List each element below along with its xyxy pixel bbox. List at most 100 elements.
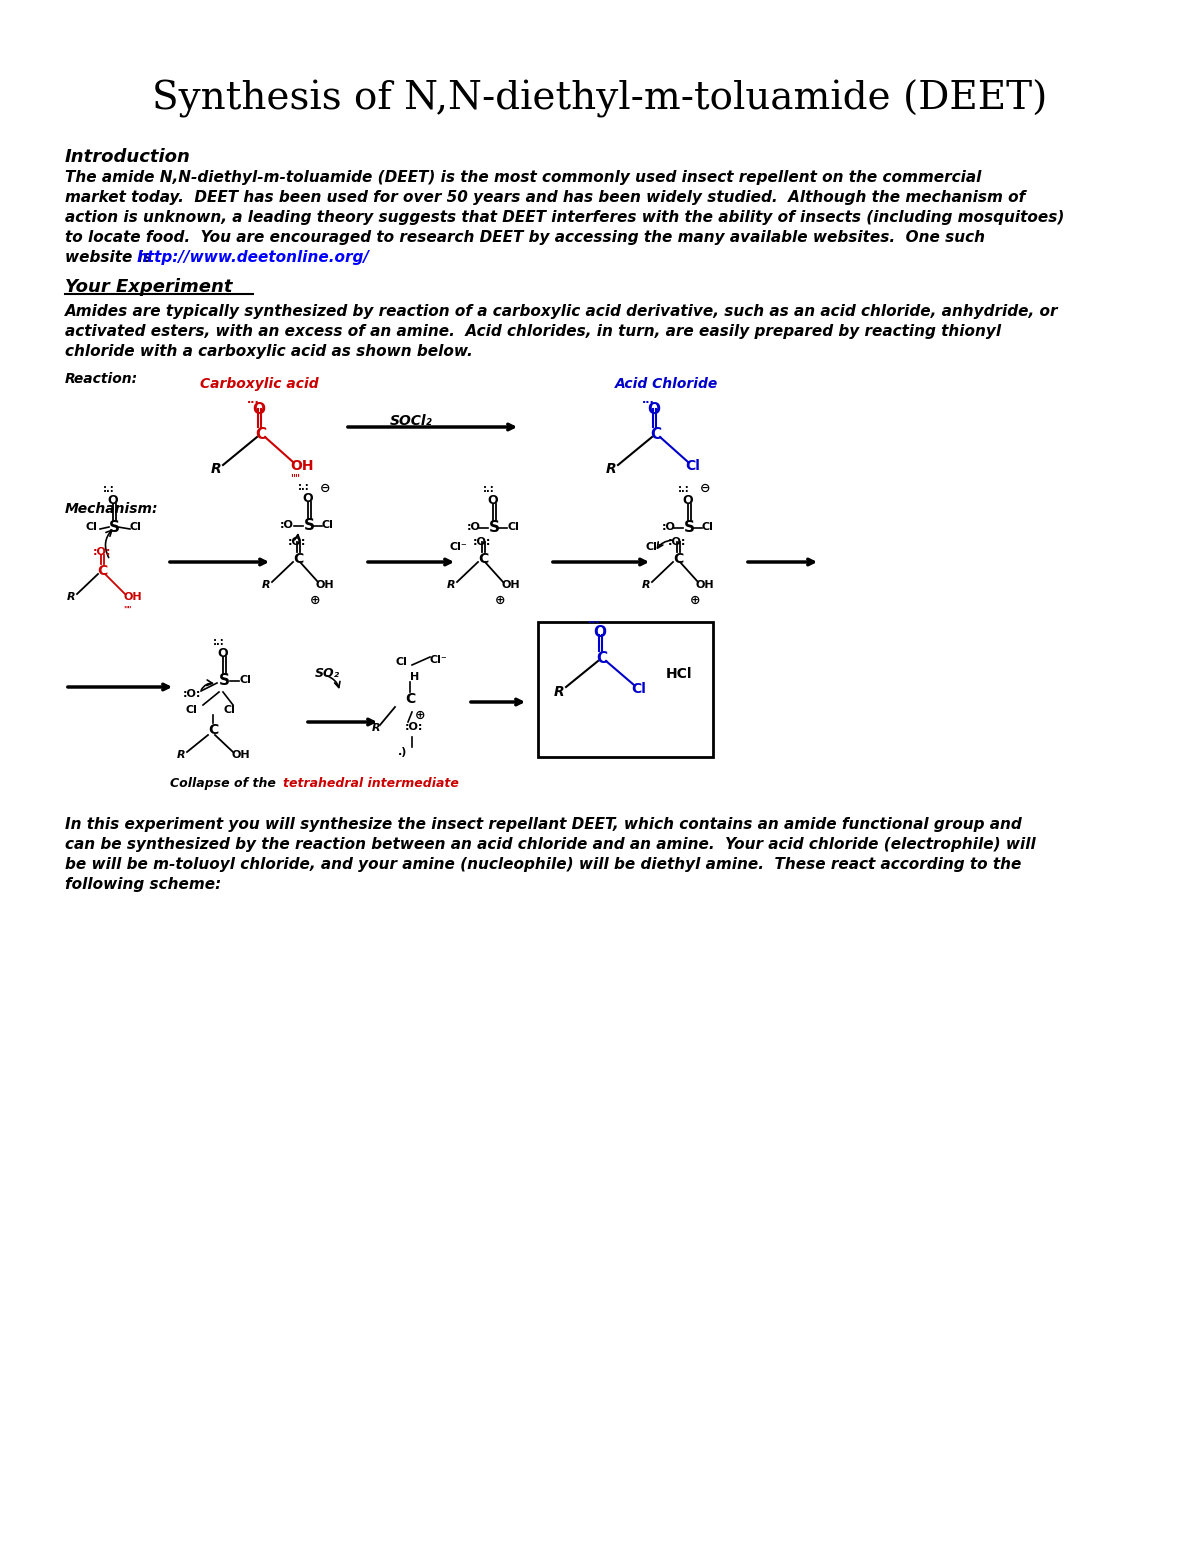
Bar <box>538 623 713 756</box>
Text: :.:: :.: <box>482 485 494 494</box>
Text: O: O <box>682 494 692 506</box>
Text: Collapse of the: Collapse of the <box>170 776 281 790</box>
Text: :O:: :O: <box>668 537 686 547</box>
Text: O: O <box>107 494 118 506</box>
Text: R: R <box>178 750 186 759</box>
Text: activated esters, with an excess of an amine.  Acid chlorides, in turn, are easi: activated esters, with an excess of an a… <box>65 325 1001 339</box>
Text: Cl: Cl <box>130 522 142 533</box>
Text: Amides are typically synthesized by reaction of a carboxylic acid derivative, su: Amides are typically synthesized by reac… <box>65 304 1058 318</box>
Text: OH: OH <box>316 579 335 590</box>
Text: ⊕: ⊕ <box>496 593 505 607</box>
Text: H: H <box>410 672 419 682</box>
Text: Cl: Cl <box>322 520 334 530</box>
Text: :O:: :O: <box>473 537 491 547</box>
Text: C: C <box>650 427 661 443</box>
Text: .): .) <box>398 747 407 756</box>
Text: Cl: Cl <box>185 705 197 714</box>
Text: "": "" <box>124 606 132 615</box>
Text: Cl: Cl <box>685 460 700 474</box>
Text: to locate food.  You are encouraged to research DEET by accessing the many avail: to locate food. You are encouraged to re… <box>65 230 985 245</box>
Text: Cl⁻: Cl⁻ <box>646 542 662 551</box>
Text: In this experiment you will synthesize the insect repellant DEET, which contains: In this experiment you will synthesize t… <box>65 817 1021 832</box>
Text: following scheme:: following scheme: <box>65 877 221 891</box>
Text: Cl⁻: Cl⁻ <box>430 655 448 665</box>
Text: :.:: :.: <box>214 637 224 648</box>
Text: C: C <box>208 724 218 738</box>
Text: O: O <box>217 648 228 660</box>
Text: Introduction: Introduction <box>65 148 191 166</box>
Text: R: R <box>67 592 76 603</box>
Text: ...: ... <box>588 615 601 624</box>
Text: HCl: HCl <box>666 666 692 682</box>
Text: Cl: Cl <box>239 676 251 685</box>
Text: C: C <box>596 651 607 666</box>
Text: OH: OH <box>502 579 520 590</box>
Text: :O:: :O: <box>406 722 424 731</box>
Text: O: O <box>593 624 606 640</box>
Text: ⊕: ⊕ <box>690 593 701 607</box>
Text: R: R <box>554 685 565 699</box>
Text: O: O <box>647 402 660 418</box>
Text: :.:: :.: <box>678 485 690 494</box>
Text: Acid Chloride: Acid Chloride <box>616 377 719 391</box>
Text: :O: :O <box>662 522 676 533</box>
Text: O: O <box>487 494 498 506</box>
Text: The amide N,N-diethyl-m-toluamide (DEET) is the most commonly used insect repell: The amide N,N-diethyl-m-toluamide (DEET)… <box>65 169 982 185</box>
Text: R: R <box>446 579 456 590</box>
Text: S: S <box>490 520 500 534</box>
Text: ...: ... <box>247 394 259 405</box>
Text: ⊕: ⊕ <box>310 593 320 607</box>
Text: C: C <box>673 551 683 565</box>
Text: SO₂: SO₂ <box>314 666 340 680</box>
Text: Cl⁻: Cl⁻ <box>450 542 468 551</box>
Text: ⊖: ⊖ <box>320 481 330 495</box>
Text: O: O <box>252 402 265 418</box>
Text: http://www.deetonline.org/: http://www.deetonline.org/ <box>137 250 370 266</box>
Text: :.:: :.: <box>298 481 310 492</box>
Text: R: R <box>606 461 617 477</box>
Text: "": "" <box>290 474 300 483</box>
Text: can be synthesized by the reaction between an acid chloride and an amine.  Your : can be synthesized by the reaction betwe… <box>65 837 1036 853</box>
Text: S: S <box>304 519 314 533</box>
Text: :.:: :.: <box>103 485 115 494</box>
Text: market today.  DEET has been used for over 50 years and has been widely studied.: market today. DEET has been used for ove… <box>65 189 1025 205</box>
Text: Cl: Cl <box>85 522 97 533</box>
Text: Synthesis of N,N-diethyl-m-toluamide (DEET): Synthesis of N,N-diethyl-m-toluamide (DE… <box>152 81 1048 118</box>
Text: :O: :O <box>280 520 294 530</box>
Text: Cl: Cl <box>395 657 407 666</box>
Text: tetrahedral intermediate: tetrahedral intermediate <box>283 776 458 790</box>
Text: C: C <box>478 551 488 565</box>
Text: SOCl₂: SOCl₂ <box>390 415 433 429</box>
Text: OH: OH <box>696 579 715 590</box>
Text: C: C <box>406 693 415 707</box>
Text: chloride with a carboxylic acid as shown below.: chloride with a carboxylic acid as shown… <box>65 345 473 359</box>
Text: S: S <box>220 672 230 688</box>
Text: Your Experiment: Your Experiment <box>65 278 233 297</box>
Text: C: C <box>97 564 107 578</box>
Text: Reaction:: Reaction: <box>65 373 138 387</box>
Text: be will be m-toluoyl chloride, and your amine (nucleophile) will be diethyl amin: be will be m-toluoyl chloride, and your … <box>65 857 1021 871</box>
Text: S: S <box>109 520 120 534</box>
Text: S: S <box>684 520 695 534</box>
Text: Cl: Cl <box>508 522 518 533</box>
Text: Carboxylic acid: Carboxylic acid <box>200 377 319 391</box>
Text: website is: website is <box>65 250 157 266</box>
Text: OH: OH <box>230 750 250 759</box>
Text: R: R <box>211 461 222 477</box>
Text: Cl: Cl <box>631 682 646 696</box>
Text: OH: OH <box>124 592 142 603</box>
Text: C: C <box>256 427 266 443</box>
Text: R: R <box>262 579 271 590</box>
Text: :O:: :O: <box>182 690 202 699</box>
Text: OH: OH <box>290 460 313 474</box>
Text: Cl: Cl <box>223 705 235 714</box>
Text: R: R <box>372 724 380 733</box>
Text: ...: ... <box>642 394 655 405</box>
Text: Cl: Cl <box>702 522 714 533</box>
Text: action is unknown, a leading theory suggests that DEET interferes with the abili: action is unknown, a leading theory sugg… <box>65 210 1064 225</box>
Text: ⊕: ⊕ <box>415 710 426 722</box>
Text: :O: :O <box>467 522 481 533</box>
Text: R: R <box>642 579 650 590</box>
Text: :O:: :O: <box>94 547 112 558</box>
Text: :O:: :O: <box>288 537 306 547</box>
